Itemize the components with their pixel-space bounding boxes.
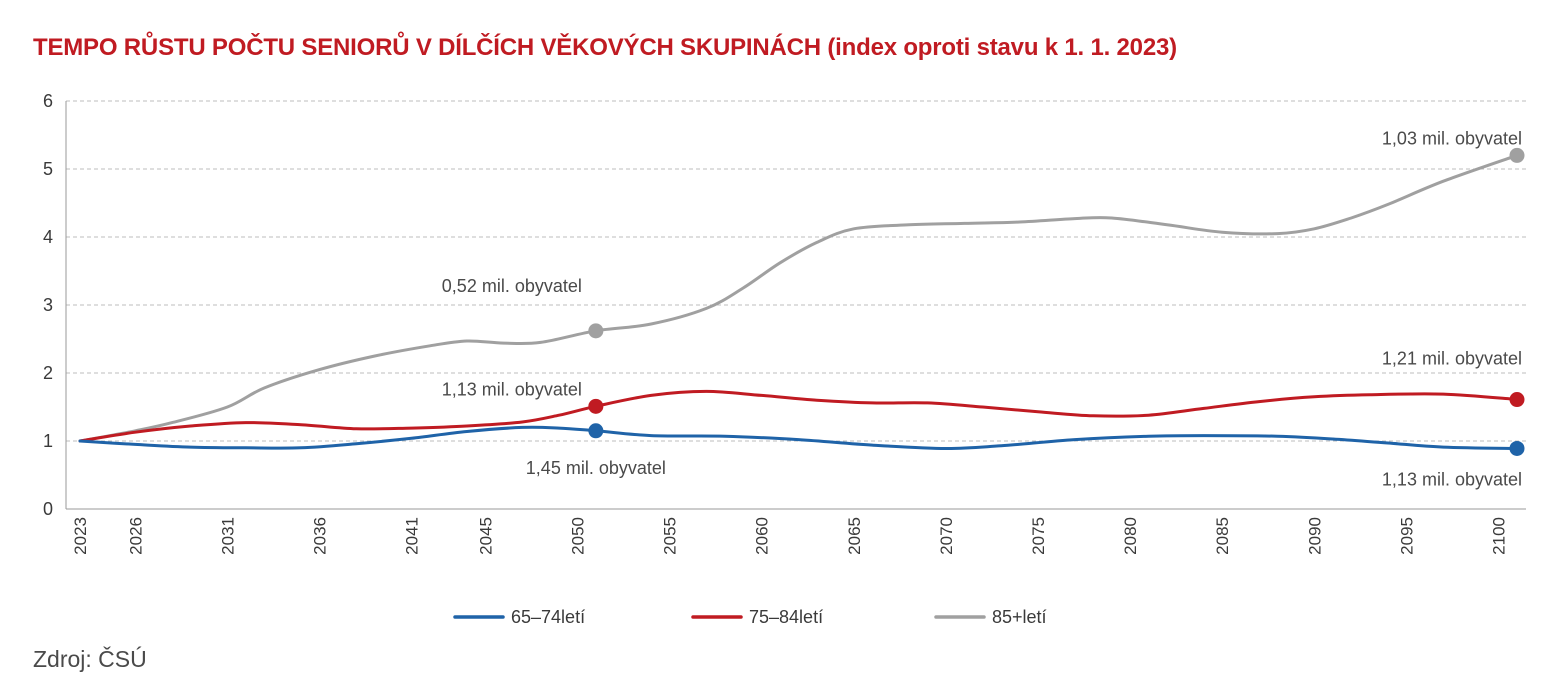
marker-s2-2101 — [1509, 392, 1525, 408]
legend-label-s1: 65–74letí — [511, 607, 585, 627]
annotation-s1-2101: 1,13 mil. obyvatel — [1382, 469, 1522, 489]
data-markers — [588, 147, 1525, 456]
marker-s1-2051 — [588, 423, 604, 439]
x-tick-label-2060: 2060 — [753, 517, 772, 555]
series-line-s3 — [78, 153, 1519, 443]
marker-s2-2051 — [588, 398, 604, 414]
x-tick-label-2100: 2100 — [1490, 517, 1509, 555]
marker-s3-2051 — [588, 323, 604, 339]
x-tick-label-2055: 2055 — [661, 517, 680, 555]
x-tick-label-2070: 2070 — [937, 517, 956, 555]
x-tick-label-2095: 2095 — [1397, 517, 1416, 555]
legend-label-s3: 85+letí — [992, 607, 1047, 627]
chart-title: TEMPO RŮSTU POČTU SENIORŮ V DÍLČÍCH VĚKO… — [33, 34, 1177, 61]
x-tick-label-2075: 2075 — [1029, 517, 1048, 555]
y-tick-label-3: 3 — [43, 295, 53, 315]
x-tick-label-2036: 2036 — [311, 517, 330, 555]
annotation-s2-2051: 1,13 mil. obyvatel — [442, 379, 582, 399]
x-tick-label-2031: 2031 — [218, 517, 237, 555]
x-tick-label-2026: 2026 — [126, 517, 145, 555]
annotation-s3-2051: 0,52 mil. obyvatel — [442, 276, 582, 296]
y-tick-label-4: 4 — [43, 227, 53, 247]
axes — [65, 101, 1526, 510]
annotation-s3-2101: 1,03 mil. obyvatel — [1382, 128, 1522, 148]
x-tick-label-2080: 2080 — [1121, 517, 1140, 555]
y-tick-label-6: 6 — [43, 91, 53, 111]
series-line-s2 — [78, 389, 1519, 443]
x-tick-label-2085: 2085 — [1213, 517, 1232, 555]
x-tick-label-2041: 2041 — [403, 517, 422, 555]
x-tick-label-2090: 2090 — [1305, 517, 1324, 555]
grid-lines — [66, 100, 1526, 442]
x-tick-label-2065: 2065 — [845, 517, 864, 555]
y-tick-label-1: 1 — [43, 431, 53, 451]
annotation-s1-2051: 1,45 mil. obyvatel — [526, 458, 666, 478]
x-tick-label-2050: 2050 — [568, 517, 587, 555]
series-line-s1 — [78, 425, 1519, 451]
x-tick-label-2045: 2045 — [476, 517, 495, 555]
x-tick-label-2023: 2023 — [71, 517, 90, 555]
annotations: 0,52 mil. obyvatel 1,13 mil. obyvatel 1,45… — [442, 128, 1522, 489]
series-lines — [78, 153, 1519, 451]
marker-s3-2101 — [1509, 147, 1525, 163]
marker-s1-2101 — [1509, 440, 1525, 456]
y-tick-labels: 0 1 2 3 4 5 6 — [43, 91, 53, 519]
annotation-s2-2101: 1,21 mil. obyvatel — [1382, 349, 1522, 369]
y-tick-label-2: 2 — [43, 363, 53, 383]
source-note: Zdroj: ČSÚ — [33, 646, 147, 672]
y-tick-label-0: 0 — [43, 499, 53, 519]
y-tick-label-5: 5 — [43, 159, 53, 179]
legend-label-s2: 75–84letí — [749, 607, 823, 627]
x-tick-labels: 2023 2026 2031 2036 2041 2045 2050 2055 2060 2065… — [71, 517, 1509, 555]
legend: 65–74letí 75–84letí 85+letí — [453, 607, 1047, 627]
